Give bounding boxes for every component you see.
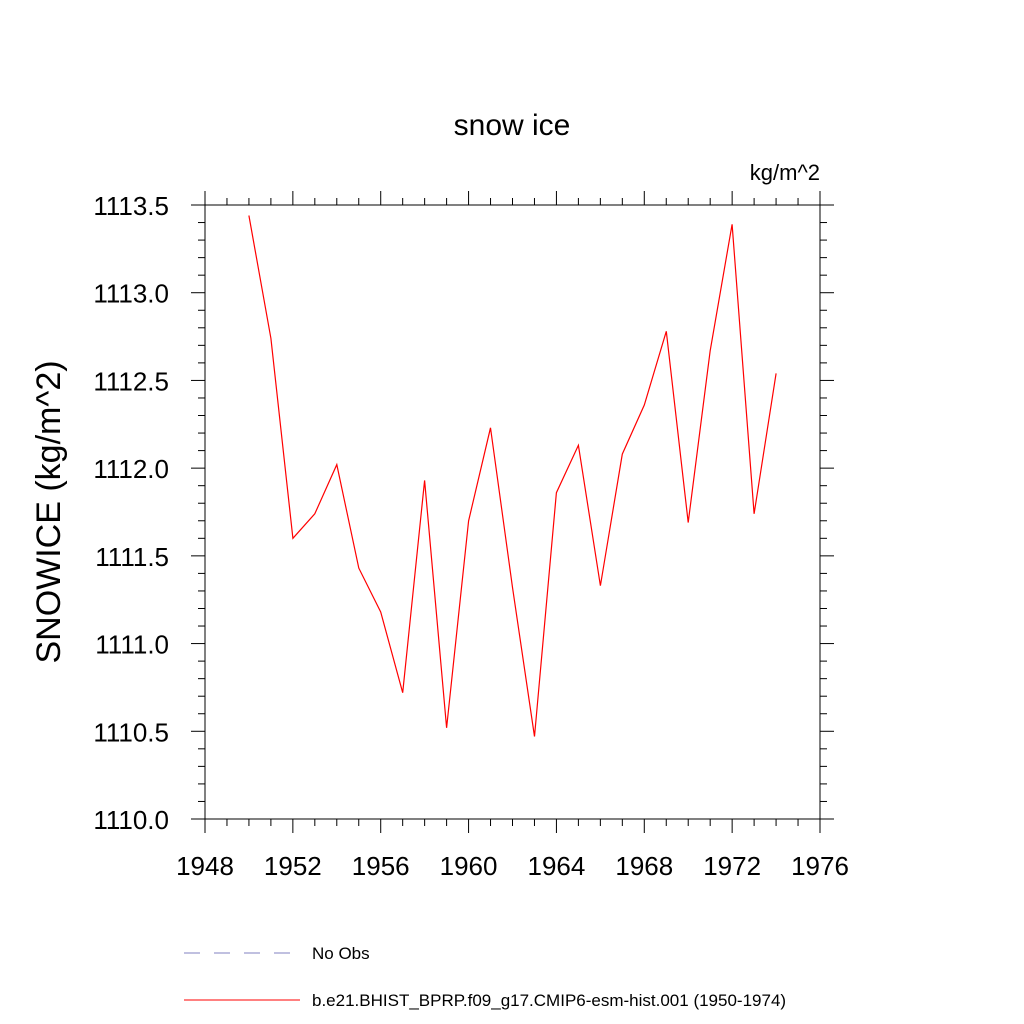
x-tick-labels: 1948 1952 1956 1960 1964 1968 1972 1976 [176,851,849,881]
legend: No Obs b.e21.BHIST_BPRP.f09_g17.CMIP6-esm… [184,944,786,1010]
x-tick-label: 1948 [176,851,234,881]
plot-frame [204,204,821,820]
x-tick-label: 1956 [352,851,410,881]
x-tick-label: 1968 [615,851,673,881]
chart-title: snow ice [454,109,571,142]
y-tick-label: 1112.5 [93,366,169,396]
legend-label: b.e21.BHIST_BPRP.f09_g17.CMIP6-esm-hist.… [312,991,786,1010]
series-line [248,215,777,737]
x-tick-label: 1976 [791,851,849,881]
x-tick-label: 1960 [440,851,498,881]
y-tick-label: 1110.0 [93,805,169,835]
y-tick-label: 1113.5 [93,191,169,221]
y-tick-label: 1112.0 [93,454,169,484]
x-tick-label: 1964 [528,851,586,881]
x-tick-label: 1972 [703,851,761,881]
y-axis-label: SNOWICE (kg/m^2) [30,360,68,663]
minor-ticks [198,198,827,826]
y-tick-label: 1111.0 [95,630,169,660]
y-tick-labels: 1110.0 1110.5 1111.0 1111.5 1112.0 1112.5 1113… [93,191,169,835]
major-ticks [191,191,834,833]
units-label: kg/m^2 [750,160,820,185]
y-tick-label: 1111.5 [95,542,169,572]
x-tick-label: 1952 [264,851,322,881]
legend-label: No Obs [312,944,370,963]
y-tick-label: 1110.5 [93,717,169,747]
series-group [248,215,777,737]
y-tick-label: 1113.0 [93,279,169,309]
